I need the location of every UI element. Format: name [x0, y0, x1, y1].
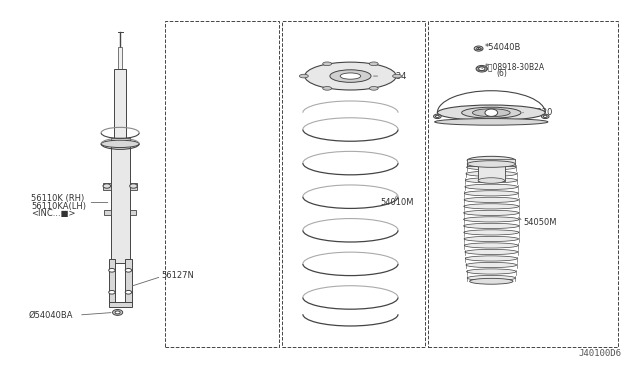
Circle shape	[125, 269, 132, 272]
Circle shape	[541, 114, 549, 119]
Ellipse shape	[330, 70, 371, 82]
Text: 54320: 54320	[526, 108, 552, 117]
Ellipse shape	[465, 249, 518, 254]
Ellipse shape	[435, 119, 548, 125]
Ellipse shape	[466, 262, 516, 267]
Ellipse shape	[340, 73, 361, 79]
Text: 56110KA(LH): 56110KA(LH)	[31, 202, 86, 211]
Ellipse shape	[465, 243, 518, 248]
Circle shape	[433, 114, 441, 119]
Bar	[118, 47, 122, 69]
Bar	[467, 159, 515, 166]
Text: Ø54040BA: Ø54040BA	[28, 311, 73, 320]
Ellipse shape	[478, 178, 504, 183]
Ellipse shape	[464, 204, 519, 209]
Text: 56127N: 56127N	[161, 271, 195, 280]
Text: <INC...■>: <INC...■>	[31, 209, 76, 218]
Circle shape	[130, 184, 137, 188]
Circle shape	[115, 311, 120, 314]
Ellipse shape	[323, 87, 332, 90]
Circle shape	[103, 184, 111, 188]
Ellipse shape	[464, 197, 518, 202]
Ellipse shape	[300, 74, 308, 78]
Text: 54050M: 54050M	[523, 218, 557, 227]
Bar	[478, 163, 504, 180]
Ellipse shape	[465, 256, 517, 261]
Bar	[130, 183, 138, 190]
Ellipse shape	[101, 140, 139, 148]
Bar	[103, 183, 111, 190]
Ellipse shape	[305, 62, 396, 90]
Ellipse shape	[470, 278, 513, 284]
Circle shape	[474, 46, 483, 51]
Ellipse shape	[464, 230, 519, 235]
Ellipse shape	[467, 161, 515, 167]
Ellipse shape	[437, 105, 545, 121]
Ellipse shape	[369, 62, 378, 65]
Ellipse shape	[464, 236, 518, 241]
Ellipse shape	[392, 74, 401, 78]
Ellipse shape	[463, 210, 519, 215]
Circle shape	[479, 67, 485, 71]
Bar	[282, 21, 425, 347]
Bar	[104, 210, 111, 215]
Ellipse shape	[467, 165, 516, 170]
Text: 56110K (RH): 56110K (RH)	[31, 194, 84, 203]
Circle shape	[476, 65, 488, 72]
Ellipse shape	[461, 107, 521, 118]
Circle shape	[543, 115, 547, 118]
Ellipse shape	[472, 109, 510, 117]
Ellipse shape	[323, 62, 332, 65]
Circle shape	[109, 291, 115, 294]
Bar	[125, 259, 132, 303]
Text: J40100D6: J40100D6	[579, 349, 621, 358]
Ellipse shape	[467, 156, 515, 164]
Bar	[109, 302, 132, 307]
Ellipse shape	[463, 217, 519, 222]
Circle shape	[113, 310, 123, 315]
Circle shape	[477, 48, 481, 50]
Ellipse shape	[465, 184, 518, 189]
Ellipse shape	[463, 223, 519, 228]
Ellipse shape	[466, 171, 516, 176]
Circle shape	[485, 109, 498, 116]
Ellipse shape	[465, 178, 517, 183]
Bar	[130, 210, 136, 215]
Bar	[114, 69, 127, 142]
Text: *ⓝ08918-30B2A: *ⓝ08918-30B2A	[485, 62, 545, 71]
Circle shape	[435, 115, 439, 118]
Text: 54010M: 54010M	[380, 198, 414, 207]
Circle shape	[125, 291, 132, 294]
Polygon shape	[477, 67, 487, 71]
Ellipse shape	[369, 87, 378, 90]
Ellipse shape	[465, 191, 518, 196]
Text: *54040B: *54040B	[485, 44, 522, 52]
Bar	[109, 259, 115, 303]
Text: 54034: 54034	[380, 71, 406, 81]
Text: (6): (6)	[497, 69, 508, 78]
Circle shape	[109, 269, 115, 272]
Bar	[428, 21, 618, 347]
Bar	[164, 21, 279, 347]
Ellipse shape	[467, 275, 515, 280]
Bar	[111, 138, 130, 263]
Ellipse shape	[467, 269, 516, 274]
